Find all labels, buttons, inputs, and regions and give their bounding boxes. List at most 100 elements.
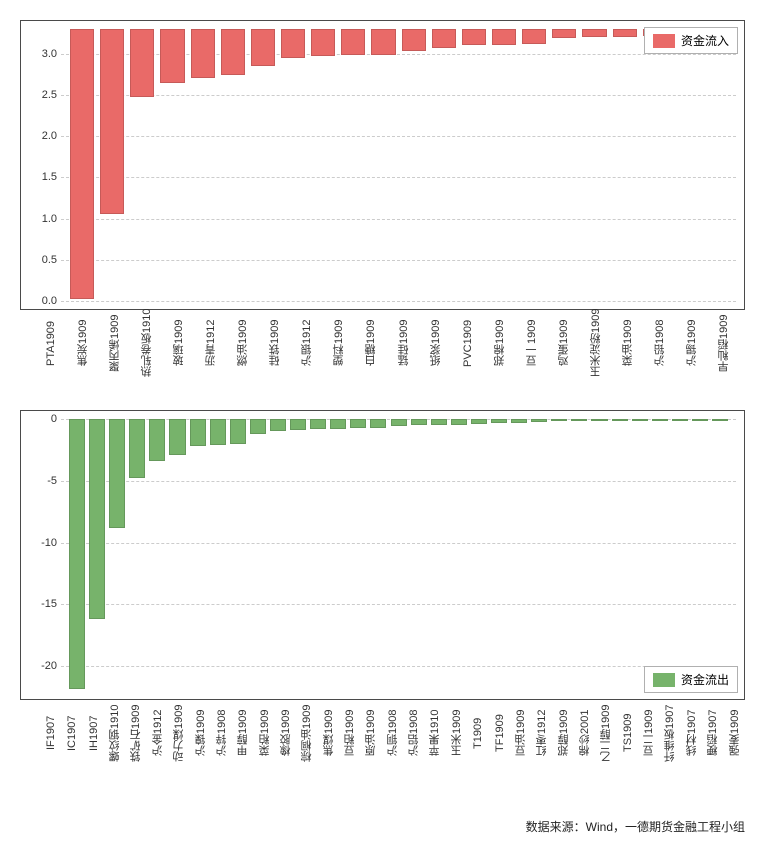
x-tick-label: 橡胶1909 <box>281 688 302 778</box>
x-tick-label: 热轧卷板1910 <box>142 298 174 388</box>
x-tick-label: 棕榈油1909 <box>302 688 323 778</box>
bar-slot <box>670 29 700 301</box>
bar <box>712 419 728 421</box>
bar <box>492 29 516 45</box>
outflow-chart: -20-15-10-50 资金流出 <box>20 410 745 700</box>
bar <box>160 29 184 83</box>
bar-slot <box>610 419 630 691</box>
inflow-plot-area: 0.00.51.01.52.02.53.0 <box>61 29 736 301</box>
bar <box>89 419 105 619</box>
bar <box>632 419 648 421</box>
bar <box>471 419 487 424</box>
bar <box>432 29 456 48</box>
bar <box>402 29 426 51</box>
x-tick-label: 菜油1909 <box>623 298 655 388</box>
bar <box>290 419 306 430</box>
bar-slot <box>127 29 157 301</box>
bar <box>692 419 708 421</box>
bar-slot <box>630 419 650 691</box>
bar-slot <box>459 29 489 301</box>
x-tick-label: 豆一1909 <box>527 298 559 388</box>
x-tick-label: 豆粕1909 <box>345 688 366 778</box>
x-tick-label: 甲醇1909 <box>238 688 259 778</box>
inflow-bars <box>61 29 736 301</box>
x-tick-label: 螺纹钢1910 <box>110 688 131 778</box>
bar-slot <box>368 29 398 301</box>
y-tick-label: 1.5 <box>21 171 57 183</box>
x-tick-label: 粳稻1907 <box>708 688 729 778</box>
x-tick-label: TS1909 <box>623 688 644 778</box>
x-tick-label: 燃油1909 <box>238 298 270 388</box>
bar <box>552 29 576 38</box>
bar <box>350 419 366 428</box>
bar-slot <box>389 419 409 691</box>
bar-slot <box>509 419 529 691</box>
bar-slot <box>157 29 187 301</box>
x-tick-label: 沪锌1908 <box>217 688 238 778</box>
x-tick-label: 纸浆1909 <box>431 298 463 388</box>
bar <box>411 419 427 425</box>
x-tick-label: 铁矿石1909 <box>131 688 152 778</box>
bar <box>511 419 527 423</box>
bar-slot <box>278 29 308 301</box>
bar-slot <box>188 29 218 301</box>
outflow-legend-label: 资金流出 <box>681 671 729 688</box>
bar <box>210 419 226 445</box>
bar-slot <box>549 419 569 691</box>
inflow-chart: 0.00.51.01.52.02.53.0 资金流入 <box>20 20 745 310</box>
bar <box>582 29 606 37</box>
bar-slot <box>218 29 248 301</box>
bar-slot <box>710 419 730 691</box>
bar-slot <box>167 419 187 691</box>
bar-slot <box>449 419 469 691</box>
bar-slot <box>569 419 589 691</box>
bar <box>169 419 185 455</box>
outflow-x-labels: IF1907IC1907IH1907螺纹钢1910铁矿石1909沪金1912动力… <box>40 688 757 778</box>
x-tick-label: 玉米1909 <box>452 688 473 778</box>
x-tick-label: T1909 <box>473 688 494 778</box>
x-tick-label: 白糖1909 <box>366 298 398 388</box>
bar <box>311 29 335 56</box>
x-tick-label: 豆二1909 <box>644 688 665 778</box>
y-tick-label: -5 <box>21 475 57 487</box>
bar-slot <box>67 29 97 301</box>
bar <box>370 419 386 428</box>
bar-slot <box>107 419 127 691</box>
x-tick-label: 乙二醇1909 <box>601 688 622 778</box>
bar-slot <box>348 419 368 691</box>
bar <box>462 29 486 45</box>
outflow-legend-swatch <box>653 673 675 687</box>
x-tick-label: 原油1909 <box>366 688 387 778</box>
x-tick-label: 早籼稻1909 <box>719 298 751 388</box>
inflow-legend-swatch <box>653 34 675 48</box>
x-tick-label: 焦煤1909 <box>324 688 345 778</box>
bar-slot <box>529 419 549 691</box>
inflow-legend-label: 资金流入 <box>681 32 729 49</box>
x-tick-label: 锰硅1909 <box>399 298 431 388</box>
x-tick-label: 线材1907 <box>687 688 708 778</box>
bar <box>341 29 365 55</box>
bar-slot <box>188 419 208 691</box>
x-tick-label: 强麦1909 <box>730 688 751 778</box>
x-tick-label: 红枣1912 <box>537 688 558 778</box>
bar-slot <box>489 419 509 691</box>
bar-slot <box>640 29 670 301</box>
x-tick-label: 鸡蛋1909 <box>559 298 591 388</box>
bar-slot <box>288 419 308 691</box>
y-tick-label: 0 <box>21 413 57 425</box>
bar-slot <box>127 419 147 691</box>
y-tick-label: 3.0 <box>21 48 57 60</box>
page-root: 0.00.51.01.52.02.53.0 资金流入 PTA1909焦炭1909… <box>0 0 765 843</box>
bar-slot <box>489 29 519 301</box>
bar-slot <box>97 29 127 301</box>
bar-slot <box>67 419 87 691</box>
bar-slot <box>308 29 338 301</box>
x-tick-label: 沪金1912 <box>153 688 174 778</box>
bar-slot <box>308 419 328 691</box>
x-tick-label: 棉纱2001 <box>580 688 601 778</box>
x-tick-label: 沥青1912 <box>206 298 238 388</box>
x-tick-label: 沪银1912 <box>302 298 334 388</box>
bar-slot <box>208 419 228 691</box>
bar <box>100 29 124 214</box>
x-tick-label: 沪镍1909 <box>196 688 217 778</box>
